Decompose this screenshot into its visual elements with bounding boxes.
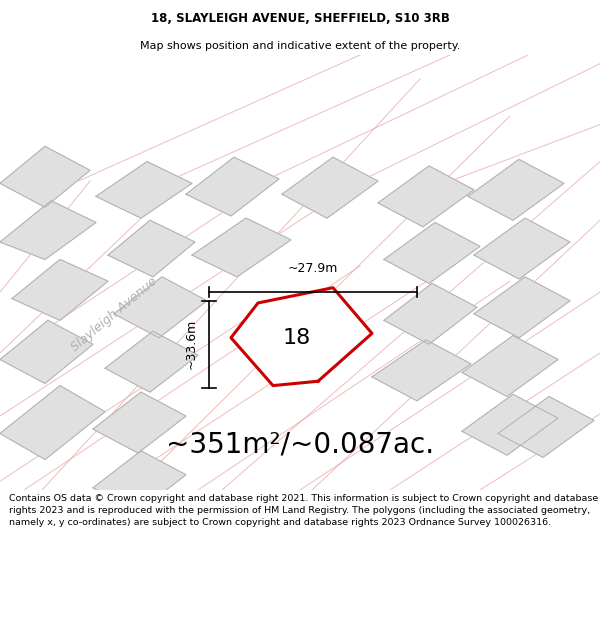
Text: Contains OS data © Crown copyright and database right 2021. This information is : Contains OS data © Crown copyright and d… — [9, 494, 598, 527]
Polygon shape — [0, 201, 96, 259]
Polygon shape — [372, 340, 471, 401]
Polygon shape — [12, 259, 108, 321]
Polygon shape — [114, 277, 207, 338]
Polygon shape — [468, 159, 564, 220]
Polygon shape — [462, 394, 558, 455]
Polygon shape — [93, 451, 186, 512]
Polygon shape — [231, 288, 372, 386]
Polygon shape — [474, 277, 570, 338]
Polygon shape — [93, 392, 186, 453]
Polygon shape — [0, 321, 93, 383]
Polygon shape — [0, 386, 105, 459]
Text: Slayleigh Avenue: Slayleigh Avenue — [68, 274, 160, 354]
Polygon shape — [474, 218, 570, 279]
Polygon shape — [378, 166, 474, 227]
Polygon shape — [384, 283, 477, 344]
Text: 18: 18 — [283, 328, 311, 348]
Polygon shape — [384, 222, 480, 283]
Polygon shape — [282, 158, 378, 218]
Polygon shape — [186, 158, 279, 216]
Text: ~33.6m: ~33.6m — [185, 319, 198, 369]
Polygon shape — [0, 146, 90, 208]
Text: ~27.9m: ~27.9m — [288, 262, 338, 274]
Polygon shape — [498, 396, 594, 458]
Text: ~351m²/~0.087ac.: ~351m²/~0.087ac. — [166, 431, 434, 458]
Polygon shape — [462, 336, 558, 396]
Polygon shape — [96, 162, 192, 218]
Polygon shape — [108, 220, 195, 277]
Text: Map shows position and indicative extent of the property.: Map shows position and indicative extent… — [140, 41, 460, 51]
Polygon shape — [192, 218, 291, 277]
Polygon shape — [105, 331, 198, 392]
Text: 18, SLAYLEIGH AVENUE, SHEFFIELD, S10 3RB: 18, SLAYLEIGH AVENUE, SHEFFIELD, S10 3RB — [151, 12, 449, 25]
